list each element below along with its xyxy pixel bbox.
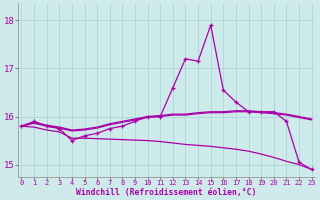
X-axis label: Windchill (Refroidissement éolien,°C): Windchill (Refroidissement éolien,°C): [76, 188, 257, 197]
